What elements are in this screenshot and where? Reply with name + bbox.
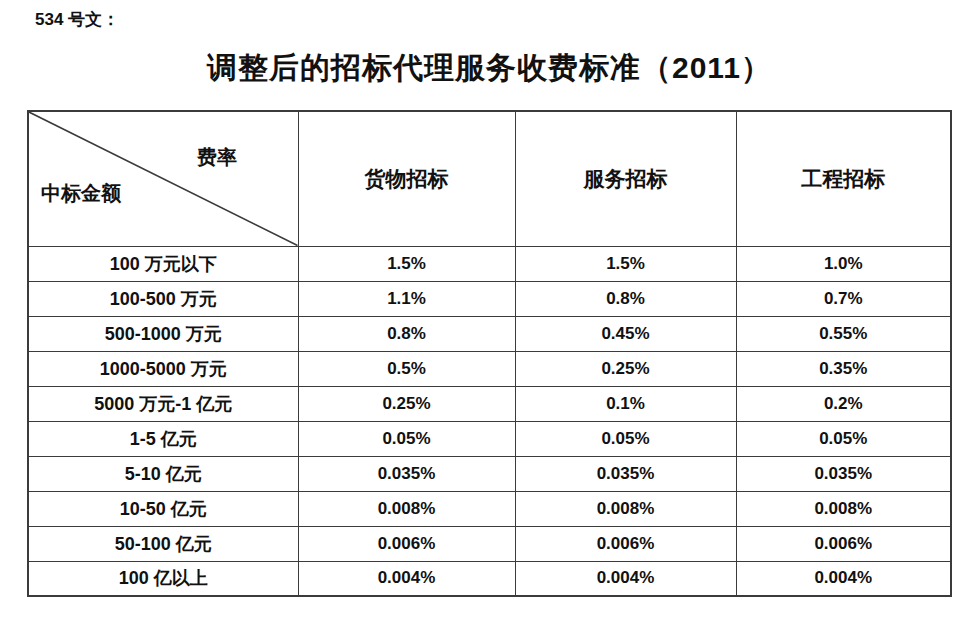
rate-cell: 0.8% xyxy=(298,316,515,351)
table-row: 1000-5000 万元 0.5% 0.25% 0.35% xyxy=(28,351,951,386)
table-row: 5000 万元-1 亿元 0.25% 0.1% 0.2% xyxy=(28,386,951,421)
rate-cell: 1.0% xyxy=(736,246,951,281)
rate-cell: 0.004% xyxy=(298,561,515,596)
column-header-goods-bidding: 货物招标 xyxy=(298,111,515,246)
rate-cell: 0.006% xyxy=(298,526,515,561)
table-row: 1-5 亿元 0.05% 0.05% 0.05% xyxy=(28,421,951,456)
rate-cell: 0.8% xyxy=(515,281,736,316)
corner-label-fee-rate: 费率 xyxy=(197,144,237,171)
rate-cell: 0.7% xyxy=(736,281,951,316)
row-label: 1-5 亿元 xyxy=(28,421,298,456)
diagonal-corner-cell: 费率 中标金额 xyxy=(28,111,298,246)
rate-cell: 0.008% xyxy=(515,491,736,526)
rate-cell: 1.5% xyxy=(515,246,736,281)
diagonal-line xyxy=(29,112,298,246)
table-row: 500-1000 万元 0.8% 0.45% 0.55% xyxy=(28,316,951,351)
table-header-row: 费率 中标金额 货物招标 服务招标 工程招标 xyxy=(28,111,951,246)
rate-cell: 1.1% xyxy=(298,281,515,316)
table-row: 5-10 亿元 0.035% 0.035% 0.035% xyxy=(28,456,951,491)
table-row: 100 万元以下 1.5% 1.5% 1.0% xyxy=(28,246,951,281)
rate-cell: 0.035% xyxy=(515,456,736,491)
fee-rate-table: 费率 中标金额 货物招标 服务招标 工程招标 100 万元以下 1.5% 1.5… xyxy=(27,110,952,597)
rate-cell: 0.25% xyxy=(515,351,736,386)
table-row: 100 亿以上 0.004% 0.004% 0.004% xyxy=(28,561,951,596)
column-header-engineering-bidding: 工程招标 xyxy=(736,111,951,246)
rate-cell: 0.004% xyxy=(515,561,736,596)
row-label: 100 亿以上 xyxy=(28,561,298,596)
rate-cell: 0.5% xyxy=(298,351,515,386)
rate-cell: 0.008% xyxy=(736,491,951,526)
rate-cell: 0.006% xyxy=(736,526,951,561)
row-label: 10-50 亿元 xyxy=(28,491,298,526)
rate-cell: 0.35% xyxy=(736,351,951,386)
rate-cell: 0.008% xyxy=(298,491,515,526)
page-title: 调整后的招标代理服务收费标准（2011） xyxy=(0,48,979,89)
rate-cell: 0.004% xyxy=(736,561,951,596)
row-label: 100-500 万元 xyxy=(28,281,298,316)
document-ref: 534 号文： xyxy=(35,8,119,31)
rate-cell: 0.05% xyxy=(298,421,515,456)
rate-cell: 0.55% xyxy=(736,316,951,351)
rate-cell: 0.1% xyxy=(515,386,736,421)
row-label: 5-10 亿元 xyxy=(28,456,298,491)
rate-cell: 0.45% xyxy=(515,316,736,351)
rate-cell: 0.05% xyxy=(736,421,951,456)
column-header-service-bidding: 服务招标 xyxy=(515,111,736,246)
row-label: 500-1000 万元 xyxy=(28,316,298,351)
table-row: 100-500 万元 1.1% 0.8% 0.7% xyxy=(28,281,951,316)
document-page: 534 号文： 调整后的招标代理服务收费标准（2011） 费率 中标金额 货物招… xyxy=(0,0,979,629)
rate-cell: 0.035% xyxy=(298,456,515,491)
rate-cell: 1.5% xyxy=(298,246,515,281)
rate-cell: 0.035% xyxy=(736,456,951,491)
row-label: 5000 万元-1 亿元 xyxy=(28,386,298,421)
row-label: 1000-5000 万元 xyxy=(28,351,298,386)
row-label: 100 万元以下 xyxy=(28,246,298,281)
table-row: 10-50 亿元 0.008% 0.008% 0.008% xyxy=(28,491,951,526)
rate-cell: 0.25% xyxy=(298,386,515,421)
rate-cell: 0.006% xyxy=(515,526,736,561)
table-row: 50-100 亿元 0.006% 0.006% 0.006% xyxy=(28,526,951,561)
row-label: 50-100 亿元 xyxy=(28,526,298,561)
rate-cell: 0.2% xyxy=(736,386,951,421)
rate-cell: 0.05% xyxy=(515,421,736,456)
corner-label-bid-amount: 中标金额 xyxy=(41,180,121,207)
